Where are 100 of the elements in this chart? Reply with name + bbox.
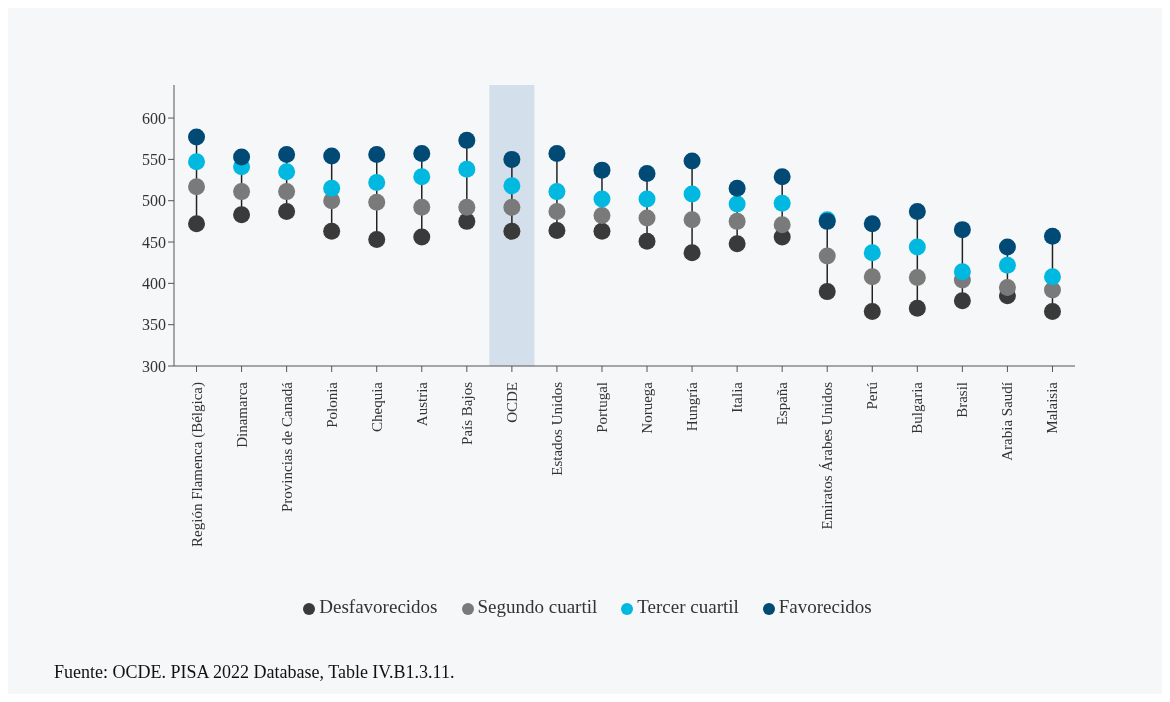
point [233,148,251,166]
point [413,168,431,186]
point [503,150,521,168]
point [998,238,1016,256]
point [683,244,701,262]
point [863,244,881,262]
point [323,222,341,240]
x-tick-label: Región Flamenca (Bélgica) [188,382,206,547]
point [368,174,386,192]
point [908,238,926,256]
point [728,195,746,213]
legend-label: Desfavorecidos [319,596,438,617]
source-note: Fuente: OCDE. PISA 2022 Database, Table IV.B1.3.11. [54,662,455,683]
x-tick-label: Brasil [954,382,971,418]
point [458,198,476,216]
point [458,212,476,230]
point [548,145,566,163]
point [278,163,296,181]
y-tick-label: 450 [142,233,166,251]
point [638,209,656,227]
x-tick-label: Austria [413,381,430,427]
point [863,215,881,233]
y-tick-label: 550 [142,151,166,169]
x-tick-label: Italia [729,381,746,413]
point [233,183,251,201]
point [998,256,1016,274]
y-tick-label: 300 [142,357,166,375]
point [818,283,836,301]
point [683,185,701,203]
point [458,160,476,178]
point [1043,268,1061,286]
x-tick-label: Emiratos Árabes Unidos [819,381,836,530]
x-tick-label: OCDE [503,382,520,423]
point [1043,302,1061,320]
y-tick-label: 600 [142,109,166,127]
point [998,278,1016,296]
point [503,177,521,195]
legend-label: Favorecidos [778,596,872,617]
legend-label: Tercer cuartil [637,596,739,617]
x-tick-label: España [774,381,791,426]
point [503,222,521,240]
point [278,183,296,201]
x-tick-label: Hungría [684,381,701,432]
point [278,145,296,163]
point [278,202,296,220]
point [728,179,746,197]
point [638,190,656,208]
point [548,183,566,201]
point [593,207,611,225]
point [548,221,566,239]
point [728,212,746,230]
x-tick-label: Portugal [593,382,610,433]
x-tick-label: Perú [864,381,881,410]
point [593,222,611,240]
point [368,231,386,249]
point [863,302,881,320]
x-tick-label: Dinamarca [233,381,250,448]
point [953,292,971,310]
point [773,168,791,186]
point [953,263,971,281]
point [908,299,926,317]
point [683,152,701,170]
x-tick-label: Provincias de Canadá [278,381,295,512]
x-tick-label: Chequia [368,381,385,432]
point [233,206,251,224]
point [323,179,341,197]
point [908,269,926,287]
x-tick-label: País Bajos [458,381,475,445]
y-tick-label: 400 [142,275,166,293]
point [323,147,341,165]
point [593,190,611,208]
point [368,193,386,211]
x-tick-label: Polonia [323,381,340,428]
point [683,211,701,229]
point [188,153,206,171]
point [638,164,656,182]
x-tick-label: Arabia Saudí [999,382,1016,461]
x-tick-label: Malaisia [1044,381,1061,434]
point [188,178,206,196]
point [638,232,656,250]
point [413,198,431,216]
point [908,202,926,220]
y-tick-label: 500 [142,192,166,210]
point [728,235,746,253]
point [368,145,386,163]
point [773,216,791,234]
point [503,198,521,216]
point [548,202,566,220]
y-tick-label: 350 [142,316,166,334]
point [863,268,881,286]
point [188,128,206,146]
x-tick-label: Estados Unidos [548,381,565,476]
point [413,228,431,246]
point [953,221,971,239]
x-tick-label: Bulgaria [909,381,926,434]
point [413,145,431,163]
legend-label: Segundo cuartil [477,596,598,617]
point [773,194,791,212]
point [458,131,476,149]
point [188,215,206,233]
